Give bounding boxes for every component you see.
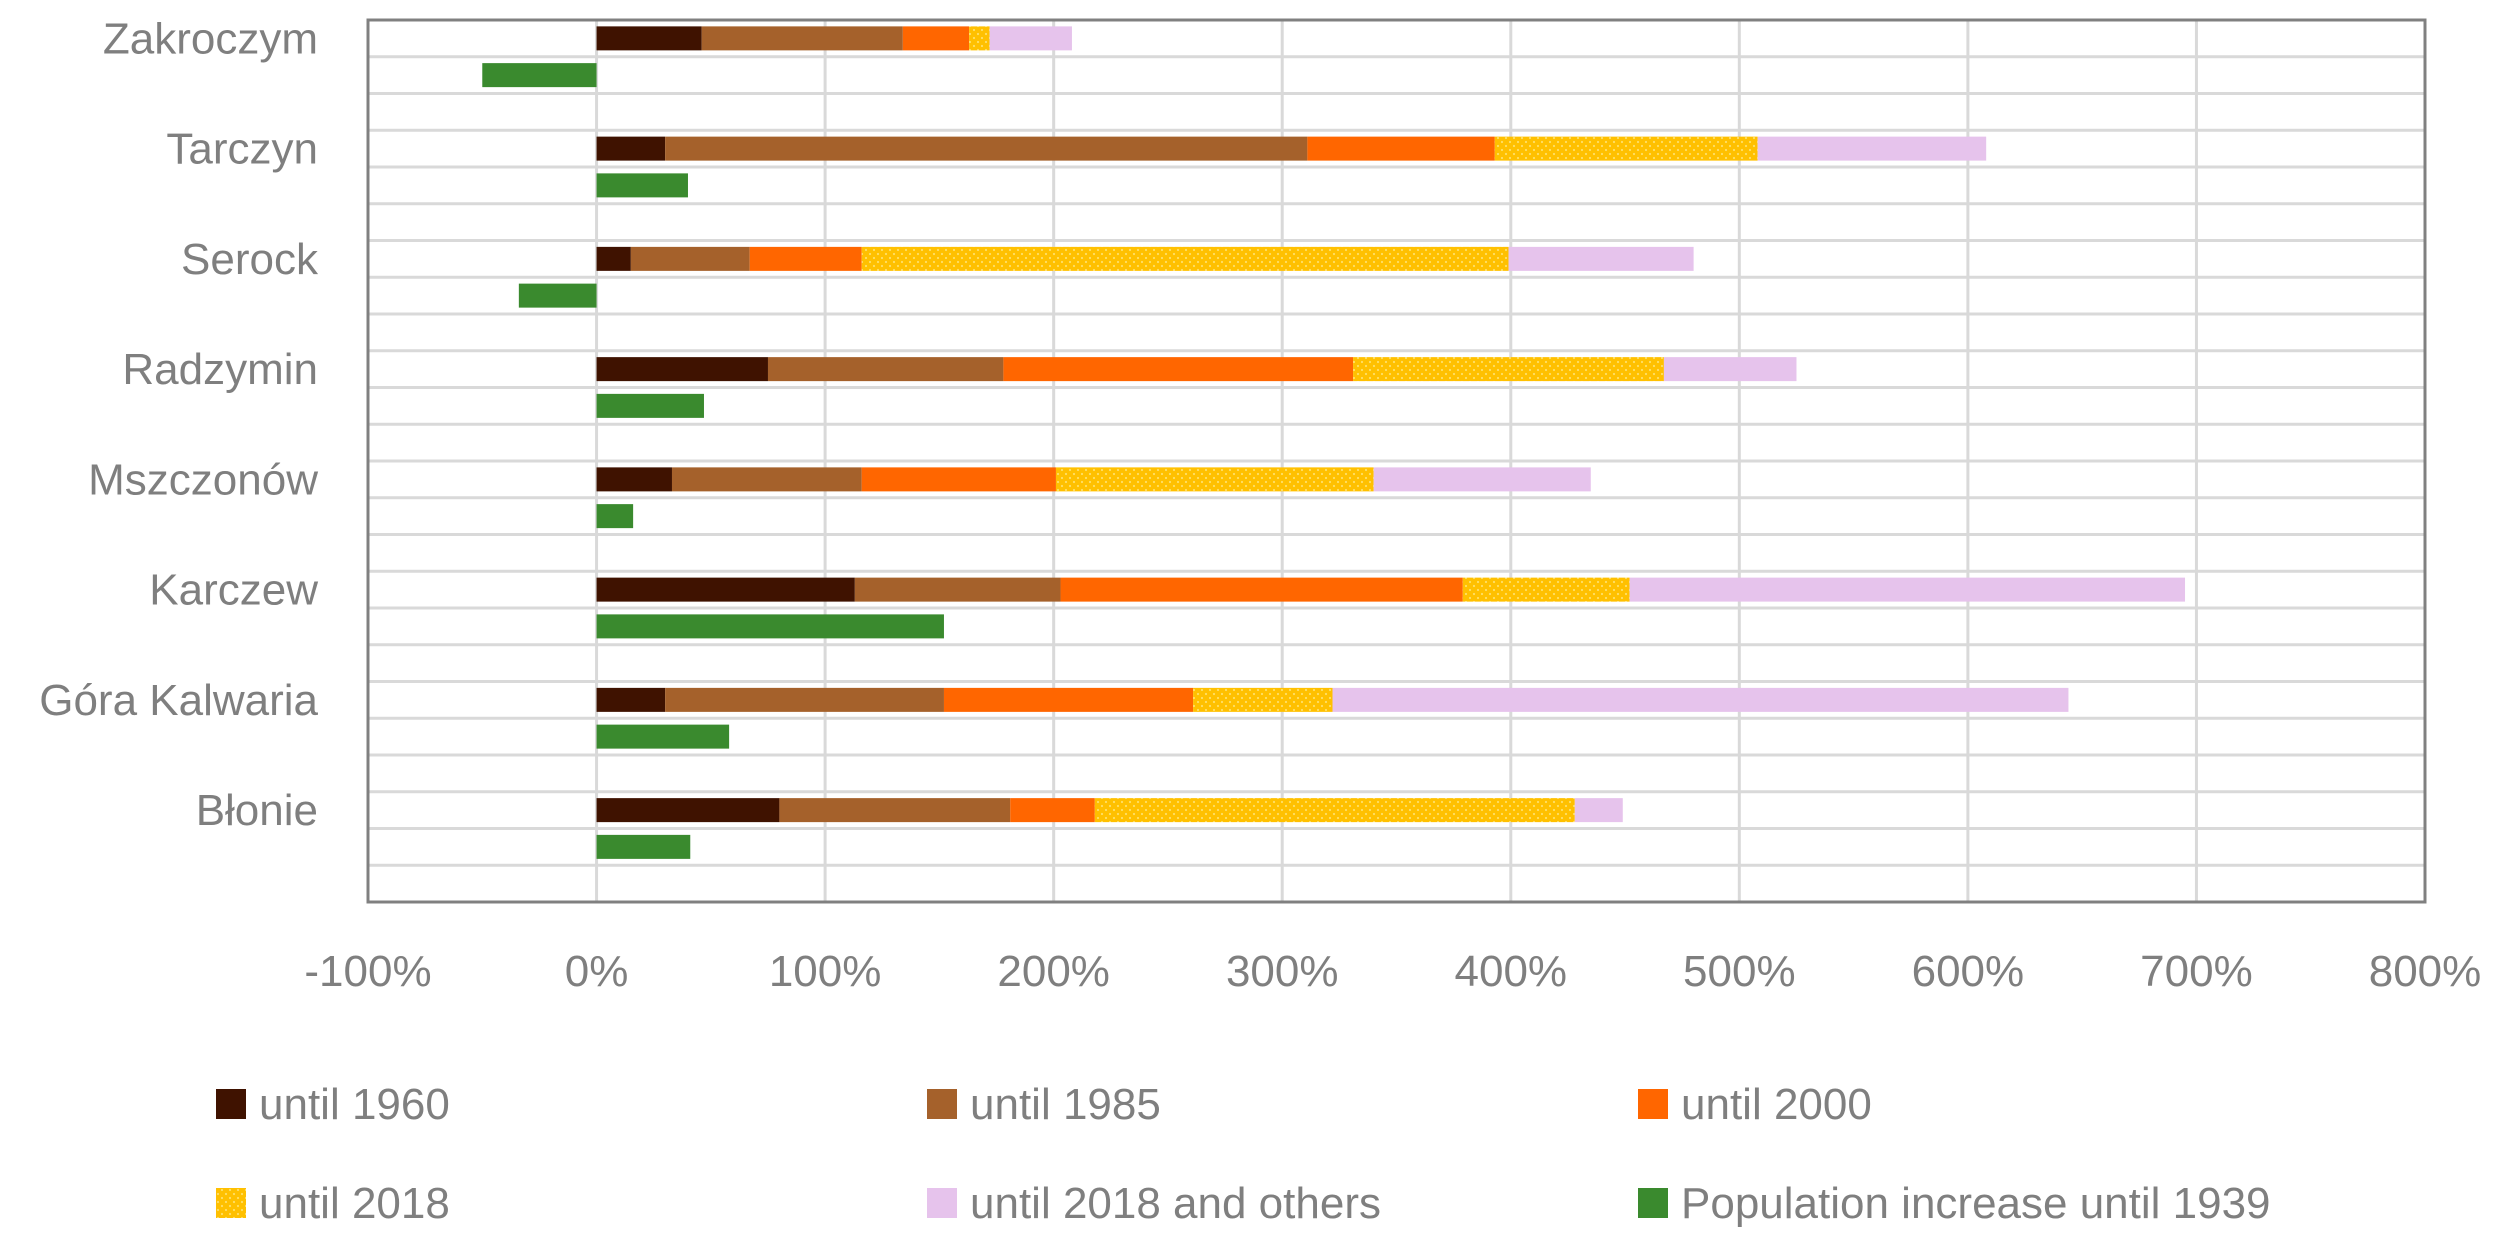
bar-until-2018-and-others-karczew [1629,577,2186,602]
x-tick-label: 300% [1226,947,1339,996]
bar-until-1985-radzymin [767,357,1004,382]
x-tick-label: 400% [1455,947,1568,996]
bar-population-increase-until-1939-serock [518,283,597,308]
legend-label-until-2018-and-others: until 2018 and others [970,1179,1381,1228]
bar-until-1985-serock [630,246,750,271]
legend-swatch-until-2018 [216,1188,246,1218]
bar-population-increase-until-1939-blonie [596,834,691,859]
bar-until-2018-and-others-blonie [1574,798,1623,823]
x-tick-label: 0% [565,947,629,996]
x-tick-label: -100% [304,947,431,996]
bar-until-1960-radzymin [596,357,768,382]
category-label-gora-kalwaria: Góra Kalwaria [39,676,318,725]
bar-until-1960-mszczonow [596,467,672,492]
category-label-serock: Serock [181,235,319,284]
bar-population-increase-until-1939-karczew [596,614,944,639]
legend-swatch-until-2000 [1638,1089,1668,1119]
bar-until-2018-blonie [1094,798,1575,823]
bar-until-1960-serock [596,246,631,271]
category-label-tarczyn: Tarczyn [166,125,318,174]
bar-until-1960-karczew [596,577,855,602]
bar-until-2018-gora-kalwaria [1193,687,1333,712]
bar-until-2000-blonie [1010,798,1095,823]
bar-until-2018-and-others-tarczyn [1757,136,1987,161]
bar-until-2018-serock [861,246,1509,271]
bar-until-2018-radzymin [1353,357,1664,382]
bar-population-increase-until-1939-tarczyn [596,173,688,198]
x-tick-label: 500% [1683,947,1796,996]
category-label-karczew: Karczew [149,566,318,615]
category-labels: Zakroczym Tarczyn Serock Radzymin Mszczonów K… [39,14,319,835]
bar-until-1985-karczew [854,577,1061,602]
bar-until-2018-and-others-serock [1508,246,1694,271]
legend-label-population-increase-until-1939: Population increase until 1939 [1681,1179,2271,1228]
bar-until-2000-mszczonow [861,467,1056,492]
x-tick-label: 800% [2369,947,2482,996]
bar-until-2018-and-others-zakroczym [989,26,1072,51]
bar-population-increase-until-1939-radzymin [596,393,704,418]
category-label-mszczonow: Mszczonów [88,455,318,504]
bar-until-2018-and-others-mszczonow [1373,467,1591,492]
x-tick-label: 100% [769,947,882,996]
x-tick-label: 700% [2140,947,2253,996]
legend-label-until-2000: until 2000 [1681,1080,1872,1129]
bar-until-1985-blonie [779,798,1011,823]
legend-swatch-until-1960 [216,1089,246,1119]
bar-until-2018-karczew [1462,577,1630,602]
legend-swatch-until-2018-and-others [927,1188,957,1218]
bar-until-1960-zakroczym [596,26,702,51]
plot-area-border [366,18,2427,904]
x-axis-tick-labels: -100% 0% 100% 200% 300% 400% 500% 600% 700% 800% [304,947,2481,996]
bar-until-1960-blonie [596,798,780,823]
bar-until-2018-mszczonow [1055,467,1374,492]
bar-until-2000-zakroczym [902,26,970,51]
bar-until-2018-zakroczym [969,26,990,51]
bars-layer [482,26,2186,859]
legend-swatch-population-increase-until-1939 [1638,1188,1668,1218]
bar-until-2018-tarczyn [1494,136,1758,161]
legend-label-until-1960: until 1960 [259,1080,450,1129]
bar-until-2000-serock [749,246,862,271]
bar-until-2018-and-others-radzymin [1663,357,1797,382]
bar-until-1960-tarczyn [596,136,666,161]
category-label-zakroczym: Zakroczym [103,14,318,63]
category-label-radzymin: Radzymin [122,345,318,394]
legend-label-until-2018: until 2018 [259,1179,450,1228]
category-label-blonie: Błonie [196,786,318,835]
x-tick-label: 600% [1912,947,2025,996]
bar-population-increase-until-1939-gora-kalwaria [596,724,730,749]
bar-until-1985-mszczonow [671,467,862,492]
bar-until-1985-gora-kalwaria [665,687,944,712]
bar-until-1960-gora-kalwaria [596,687,666,712]
bar-until-2000-gora-kalwaria [943,687,1194,712]
bar-until-2018-and-others-gora-kalwaria [1332,687,2069,712]
bar-until-2000-tarczyn [1307,136,1495,161]
bar-until-2000-radzymin [1003,357,1354,382]
bar-population-increase-until-1939-zakroczym [482,63,597,88]
legend-swatch-until-1985 [927,1089,957,1119]
x-tick-label: 200% [997,947,1110,996]
bar-until-1985-zakroczym [701,26,903,51]
bar-until-1985-tarczyn [665,136,1308,161]
legend: until 1960 until 1985 until 2000 until 2018… [216,1080,2271,1228]
bar-until-2000-karczew [1060,577,1463,602]
legend-label-until-1985: until 1985 [970,1080,1161,1129]
bar-population-increase-until-1939-mszczonow [596,504,634,529]
grid-layer [366,20,2427,902]
